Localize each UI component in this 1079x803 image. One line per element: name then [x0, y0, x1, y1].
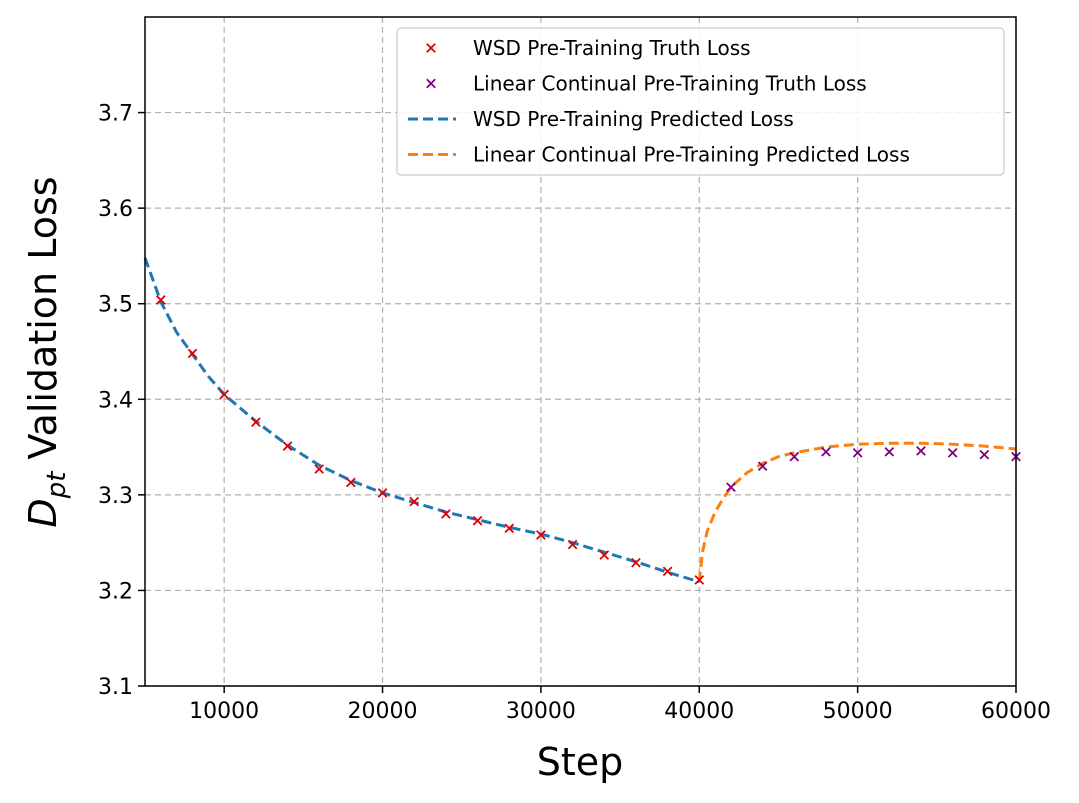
- x-tick-label: 40000: [664, 699, 734, 724]
- y-axis-title: Dpt Validation Loss: [21, 176, 72, 527]
- legend-label: Linear Continual Pre-Training Truth Loss: [473, 72, 867, 96]
- x-tick-label: 60000: [981, 699, 1051, 724]
- data-point-marker: [757, 461, 768, 472]
- data-point-marker: [979, 449, 990, 460]
- plot-frame: [144, 16, 1017, 687]
- data-point-marker: [884, 447, 895, 457]
- y-tick-label: 3.7: [98, 102, 133, 127]
- x-tick-label: 10000: [189, 699, 259, 724]
- data-point-marker: [346, 477, 356, 488]
- data-point-marker: [536, 530, 546, 540]
- y-tick-label: 3.1: [98, 675, 133, 700]
- data-point-marker: [567, 539, 578, 550]
- y-tick-label: 3.2: [98, 579, 133, 604]
- y-tick-label: 3.6: [98, 197, 133, 222]
- legend-label: WSD Pre-Training Truth Loss: [473, 36, 751, 60]
- data-point-marker: [504, 523, 515, 534]
- axis-ticks: 10000 20000 30000 40000 50000 60000 3.1 3.2 3.3 3…: [98, 102, 1051, 724]
- data-point-marker: [726, 482, 736, 493]
- data-point-marker: [789, 451, 800, 462]
- data-point-marker: [377, 488, 388, 498]
- data-point-marker: [187, 348, 198, 359]
- data-point-marker: [852, 447, 863, 458]
- y-axis-title-sub: pt: [42, 471, 72, 500]
- data-point-marker: [821, 447, 831, 457]
- legend-box: [396, 27, 1005, 176]
- x-tick-label: 20000: [348, 699, 418, 724]
- data-point-marker: [251, 417, 261, 428]
- legend-label: WSD Pre-Training Predicted Loss: [473, 107, 794, 131]
- data-point-marker: [599, 550, 610, 560]
- series-line-2: [143, 257, 700, 584]
- y-axis-title-main: D: [21, 498, 65, 527]
- data-point-marker: [314, 464, 325, 474]
- data-point-marker: [472, 515, 483, 526]
- data-point-marker: [409, 496, 420, 507]
- legend: WSD Pre-Training Truth Loss Linear Contin…: [396, 27, 1005, 176]
- data-point-marker: [916, 446, 926, 456]
- y-tick-label: 3.5: [98, 293, 133, 318]
- data-point-marker: [155, 295, 166, 305]
- data-point-marker: [947, 447, 958, 458]
- data-point-marker: [219, 389, 230, 400]
- y-axis-title-rest: Validation Loss: [21, 176, 65, 471]
- data-point-marker: [662, 566, 673, 577]
- y-tick-label: 3.4: [98, 388, 133, 413]
- data-point-marker: [694, 575, 705, 585]
- series-line-3: [697, 441, 1017, 582]
- data-point-marker: [441, 509, 451, 519]
- x-tick-label: 50000: [823, 699, 893, 724]
- x-tick-label: 30000: [506, 699, 576, 724]
- legend-marker-swatch: [426, 43, 436, 53]
- legend-marker-swatch: [426, 78, 436, 89]
- legend-label: Linear Continual Pre-Training Predicted …: [473, 143, 910, 167]
- y-tick-label: 3.3: [98, 484, 133, 509]
- x-axis-title: Step: [537, 740, 624, 784]
- legend-entries: WSD Pre-Training Truth Loss Linear Contin…: [408, 36, 910, 167]
- data-point-marker: [631, 557, 641, 568]
- data-point-marker: [282, 441, 293, 451]
- plot-series: [143, 257, 1021, 585]
